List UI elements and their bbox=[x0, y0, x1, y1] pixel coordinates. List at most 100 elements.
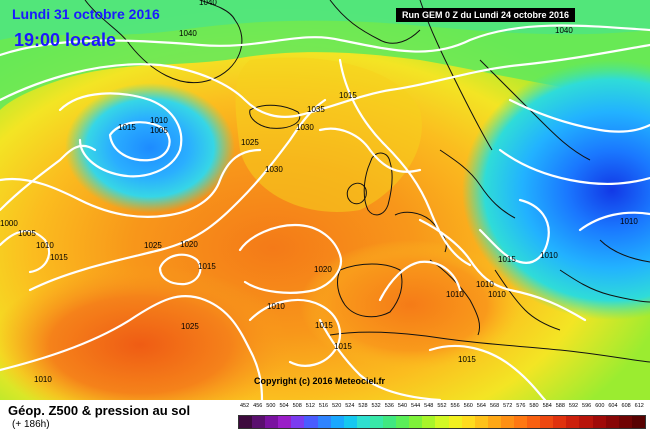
scale-color-cell bbox=[461, 416, 475, 428]
pressure-label: 1010 bbox=[488, 290, 506, 299]
pressure-label: 1015 bbox=[458, 355, 476, 364]
scale-color-cell bbox=[356, 416, 370, 428]
scale-tick-label: 504 bbox=[279, 403, 289, 409]
forecast-date: Lundi 31 octobre 2016 bbox=[12, 6, 160, 22]
scale-tick-label: 568 bbox=[489, 403, 500, 409]
pressure-label: 1025 bbox=[181, 322, 199, 331]
pressure-label: 1010 bbox=[540, 251, 558, 260]
pressure-label: 1010 bbox=[446, 290, 464, 299]
forecast-lead-time: (+ 186h) bbox=[12, 419, 50, 430]
pressure-label: 1015 bbox=[118, 123, 136, 132]
scale-color-cell bbox=[448, 416, 462, 428]
pressure-label: 1015 bbox=[198, 262, 216, 271]
pressure-label: 1015 bbox=[50, 253, 68, 262]
scale-tick-label: 540 bbox=[397, 403, 408, 409]
scale-tick-label: 456 bbox=[253, 403, 263, 409]
pressure-label: 1010 bbox=[36, 241, 54, 250]
pressure-label: 1010 bbox=[476, 280, 494, 289]
scale-tick-label: 520 bbox=[332, 403, 342, 409]
scale-tick-label: 564 bbox=[476, 403, 486, 409]
scale-tick-label: 532 bbox=[371, 403, 381, 409]
scale-tick-label: 576 bbox=[516, 403, 526, 409]
pressure-label: 1010 bbox=[150, 116, 168, 125]
scale-color-cell bbox=[252, 416, 266, 428]
scale-color-cell bbox=[487, 416, 501, 428]
isobars bbox=[0, 24, 650, 400]
scale-color-cell bbox=[330, 416, 344, 428]
scale-color-cell bbox=[579, 416, 593, 428]
legend-footer: Géop. Z500 & pression au sol (+ 186h) 45… bbox=[0, 400, 650, 433]
scale-tick-label: 612 bbox=[634, 403, 644, 409]
atlantic-warm-core bbox=[0, 265, 290, 400]
pressure-label: 1025 bbox=[241, 138, 259, 147]
pressure-label: 1035 bbox=[307, 105, 325, 114]
scale-tick-label: 548 bbox=[424, 403, 434, 409]
scale-tick-label: 552 bbox=[437, 403, 447, 409]
scale-color-cell bbox=[317, 416, 331, 428]
scale-color-cell bbox=[291, 416, 305, 428]
scale-color-cell bbox=[540, 416, 554, 428]
yellow-ridge-core bbox=[235, 57, 422, 212]
scale-color-cell bbox=[474, 416, 488, 428]
forecast-local-time: 19:00 locale bbox=[14, 30, 117, 50]
scale-color-cell bbox=[605, 416, 619, 428]
pressure-labels: 1040 1040 1040 1035 1030 1030 1025 1010 … bbox=[0, 0, 638, 384]
legend-title: Géop. Z500 & pression au sol bbox=[8, 403, 191, 418]
pressure-label: 1015 bbox=[339, 91, 357, 100]
scale-color-cell bbox=[239, 416, 253, 428]
iceland-low bbox=[65, 83, 235, 213]
pressure-label: 1040 bbox=[555, 26, 573, 35]
pressure-label: 1040 bbox=[199, 0, 217, 7]
color-scale-labels: 452 456 500 504 508 512 516 520 524 528 532 536 540 5… bbox=[238, 403, 646, 413]
run-info-badge: Run GEM 0 Z du Lundi 24 octobre 2016 bbox=[396, 8, 576, 22]
color-scale: 452 456 500 504 508 512 516 520 524 528 532 536 540 5… bbox=[238, 403, 646, 431]
scale-color-cell bbox=[592, 416, 606, 428]
pressure-label: 1025 bbox=[144, 241, 162, 250]
scale-tick-label: 500 bbox=[266, 403, 276, 409]
scale-tick-label: 600 bbox=[595, 403, 605, 409]
scale-tick-label: 556 bbox=[450, 403, 460, 409]
scale-color-cell bbox=[265, 416, 279, 428]
scale-color-cell bbox=[409, 416, 423, 428]
scale-tick-label: 604 bbox=[608, 403, 618, 409]
scale-tick-label: 544 bbox=[411, 403, 421, 409]
forecast-map: 1040 1040 1040 1035 1030 1030 1025 1010 … bbox=[0, 0, 650, 400]
scale-color-cell bbox=[566, 416, 580, 428]
scale-tick-label: 592 bbox=[568, 403, 579, 409]
coastlines bbox=[84, 0, 650, 363]
scale-color-cell bbox=[553, 416, 567, 428]
pressure-label: 1005 bbox=[150, 126, 168, 135]
scale-tick-label: 588 bbox=[555, 403, 565, 409]
pressure-label: 1000 bbox=[0, 219, 18, 228]
pressure-label: 1005 bbox=[18, 229, 36, 238]
scale-tick-label: 536 bbox=[384, 403, 394, 409]
scale-tick-label: 584 bbox=[542, 403, 552, 409]
map-canvas: 1040 1040 1040 1035 1030 1030 1025 1010 … bbox=[0, 0, 650, 400]
scale-tick-label: 452 bbox=[239, 403, 250, 409]
scale-color-cell bbox=[422, 416, 436, 428]
scale-color-cell bbox=[513, 416, 528, 428]
scale-tick-label: 524 bbox=[345, 403, 355, 409]
scale-color-cell bbox=[618, 416, 632, 428]
scale-tick-label: 608 bbox=[621, 403, 631, 409]
scale-tick-label: 596 bbox=[582, 403, 592, 409]
pressure-label: 1040 bbox=[179, 29, 197, 38]
mediterranean-warm-core bbox=[300, 240, 520, 370]
scale-color-cell bbox=[383, 416, 397, 428]
pressure-label: 1015 bbox=[498, 255, 516, 264]
scale-tick-label: 580 bbox=[529, 403, 539, 409]
pressure-label: 1015 bbox=[334, 342, 352, 351]
scale-tick-label: 512 bbox=[305, 403, 315, 409]
pressure-label: 1010 bbox=[267, 302, 285, 311]
pressure-label: 1010 bbox=[620, 217, 638, 226]
scale-tick-label: 560 bbox=[463, 403, 473, 409]
pressure-label: 1020 bbox=[180, 240, 198, 249]
scale-color-cell bbox=[396, 416, 410, 428]
scale-tick-label: 528 bbox=[358, 403, 368, 409]
scale-color-cell bbox=[369, 416, 384, 428]
scale-tick-label: 572 bbox=[503, 403, 513, 409]
scale-color-cell bbox=[527, 416, 541, 428]
color-scale-bar bbox=[238, 415, 646, 429]
pressure-label: 1030 bbox=[296, 123, 314, 132]
pressure-label: 1020 bbox=[314, 265, 332, 274]
